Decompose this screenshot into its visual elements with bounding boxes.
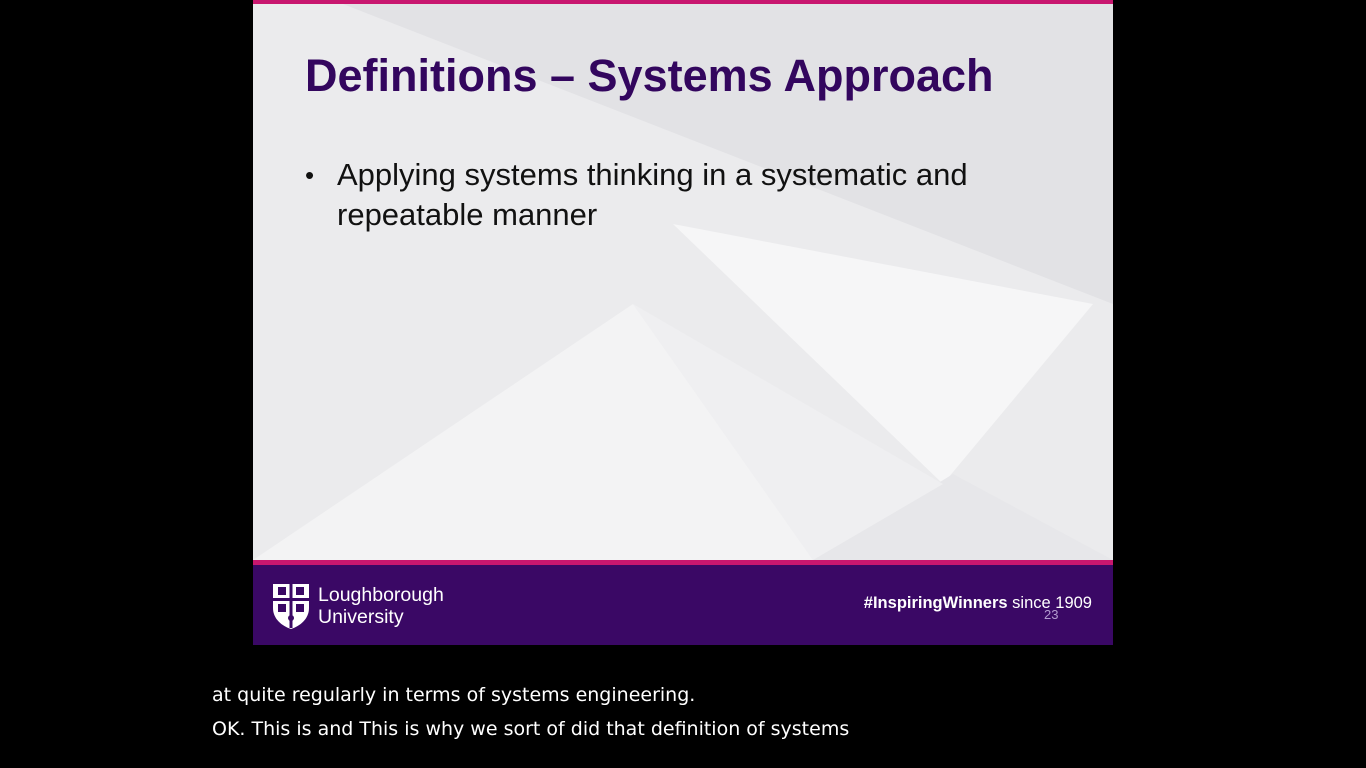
caption-line-1: at quite regularly in terms of systems e…	[212, 684, 696, 706]
slide-background	[253, 4, 1113, 560]
slide-footer: Loughborough University #InspiringWinner…	[253, 565, 1113, 645]
subtitle-captions: at quite regularly in terms of systems e…	[212, 678, 849, 746]
logo-line-2: University	[318, 606, 404, 628]
top-accent-rule	[253, 0, 1113, 4]
bullet-item: • Applying systems thinking in a systema…	[303, 155, 1063, 235]
tagline-hashtag: #InspiringWinners	[863, 594, 1008, 612]
presentation-slide: Definitions – Systems Approach • Applyin…	[253, 0, 1113, 645]
caption-line-2: OK. This is and This is why we sort of d…	[212, 718, 850, 740]
bullet-text: Applying systems thinking in a systemati…	[337, 157, 968, 232]
university-name: Loughborough University	[318, 584, 444, 628]
slide-number: 23	[1044, 607, 1059, 622]
university-crest-icon	[273, 584, 309, 629]
tagline-since: since 1909	[1007, 594, 1092, 612]
bullet-icon: •	[305, 160, 315, 190]
slide-title: Definitions – Systems Approach	[305, 50, 994, 101]
university-logo: Loughborough University	[271, 582, 444, 630]
bullet-list: • Applying systems thinking in a systema…	[303, 155, 1063, 235]
footer-accent-rule	[253, 560, 1113, 565]
tagline: #InspiringWinners since 1909	[864, 594, 1092, 613]
logo-line-1: Loughborough	[318, 584, 444, 606]
